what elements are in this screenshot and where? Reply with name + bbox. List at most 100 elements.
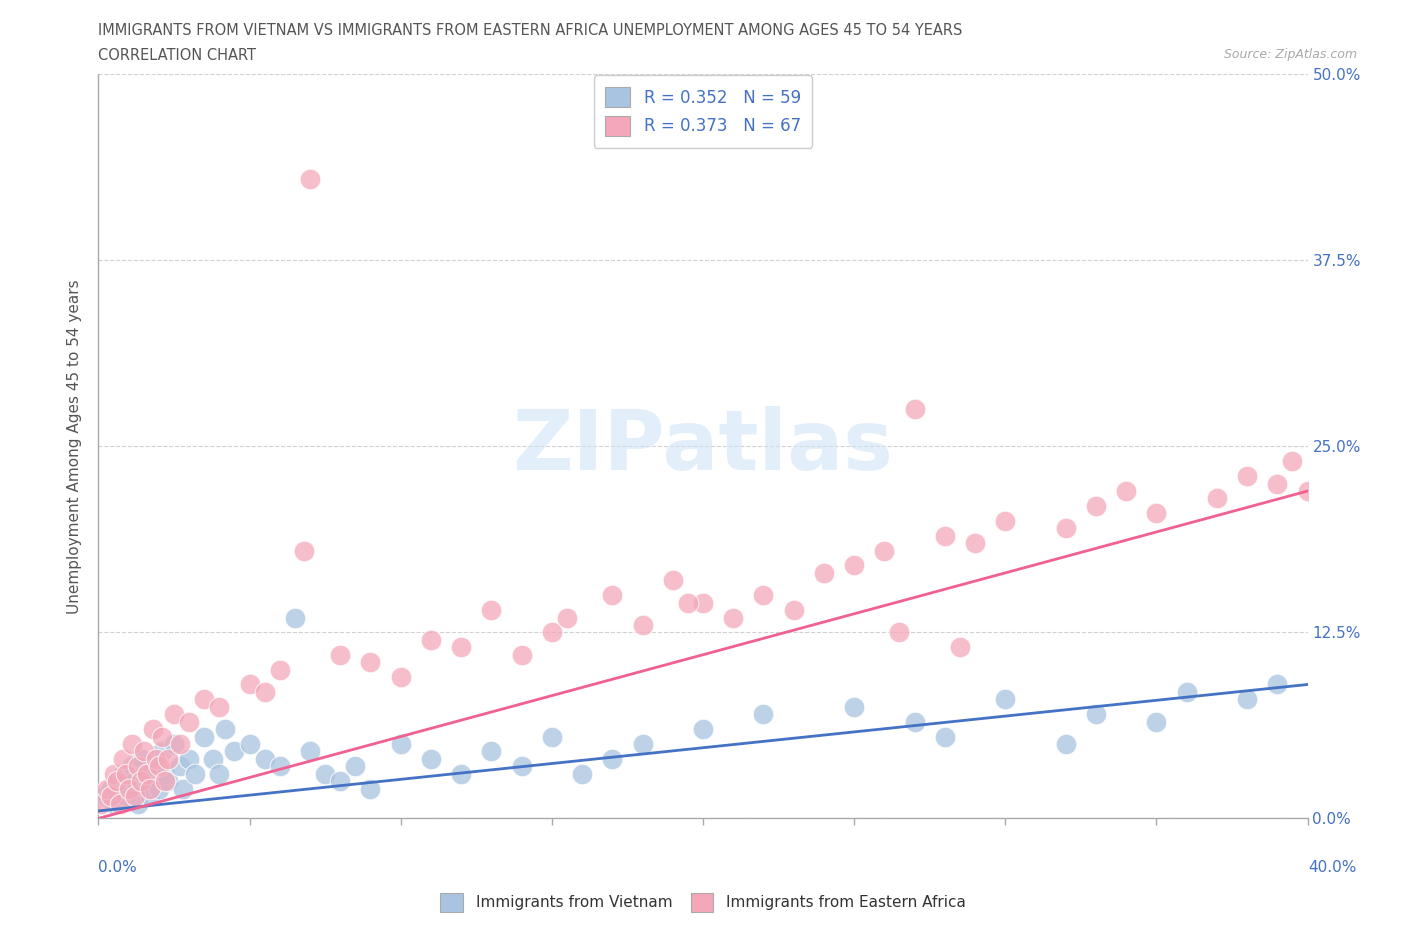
- Point: [129, 774, 152, 789]
- Point: [93, 789, 115, 804]
- Point: [132, 766, 155, 781]
- Point: [1236, 692, 1258, 707]
- Point: [148, 759, 170, 774]
- Point: [1206, 491, 1229, 506]
- Point: [224, 744, 246, 759]
- Point: [139, 781, 162, 796]
- Point: [253, 684, 276, 699]
- Text: IMMIGRANTS FROM VIETNAM VS IMMIGRANTS FROM EASTERN AFRICA UNEMPLOYMENT AMONG AGE: IMMIGRANTS FROM VIETNAM VS IMMIGRANTS FR…: [98, 23, 963, 38]
- Point: [661, 573, 683, 588]
- Text: 40.0%: 40.0%: [1309, 860, 1357, 875]
- Point: [253, 751, 276, 766]
- Point: [193, 692, 215, 707]
- Point: [179, 751, 201, 766]
- Point: [555, 610, 578, 625]
- Point: [934, 528, 956, 543]
- Point: [752, 588, 775, 603]
- Point: [1115, 484, 1137, 498]
- Point: [813, 565, 835, 580]
- Point: [121, 759, 143, 774]
- Point: [1085, 707, 1108, 722]
- Point: [135, 766, 157, 781]
- Point: [118, 781, 141, 796]
- Point: [135, 781, 157, 796]
- Point: [96, 781, 118, 796]
- Point: [1267, 476, 1289, 491]
- Point: [208, 766, 231, 781]
- Point: [540, 625, 562, 640]
- Point: [163, 737, 186, 751]
- Point: [389, 737, 412, 751]
- Point: [602, 751, 624, 766]
- Text: ZIPatlas: ZIPatlas: [513, 405, 893, 487]
- Text: CORRELATION CHART: CORRELATION CHART: [98, 48, 256, 63]
- Legend: R = 0.352   N = 59, R = 0.373   N = 67: R = 0.352 N = 59, R = 0.373 N = 67: [593, 75, 813, 148]
- Point: [602, 588, 624, 603]
- Point: [994, 692, 1017, 707]
- Point: [994, 513, 1017, 528]
- Point: [292, 543, 315, 558]
- Point: [127, 759, 149, 774]
- Text: 0.0%: 0.0%: [98, 860, 138, 875]
- Point: [202, 751, 225, 766]
- Point: [1146, 506, 1168, 521]
- Point: [873, 543, 896, 558]
- Point: [844, 558, 866, 573]
- Point: [239, 677, 262, 692]
- Point: [150, 729, 173, 744]
- Point: [329, 647, 352, 662]
- Point: [108, 796, 131, 811]
- Point: [153, 774, 176, 789]
- Point: [420, 751, 443, 766]
- Point: [103, 766, 125, 781]
- Point: [100, 781, 122, 796]
- Point: [1267, 677, 1289, 692]
- Point: [105, 774, 128, 789]
- Point: [540, 729, 562, 744]
- Point: [329, 774, 352, 789]
- Point: [420, 632, 443, 647]
- Point: [571, 766, 593, 781]
- Point: [1296, 484, 1319, 498]
- Point: [783, 603, 806, 618]
- Point: [111, 766, 134, 781]
- Point: [142, 722, 165, 737]
- Point: [124, 789, 146, 804]
- Point: [1236, 469, 1258, 484]
- Point: [90, 796, 112, 811]
- Point: [299, 744, 322, 759]
- Point: [269, 662, 291, 677]
- Point: [148, 781, 170, 796]
- Point: [121, 737, 143, 751]
- Point: [360, 781, 382, 796]
- Point: [169, 737, 191, 751]
- Point: [299, 171, 322, 186]
- Point: [1175, 684, 1198, 699]
- Point: [360, 655, 382, 670]
- Point: [344, 759, 367, 774]
- Point: [889, 625, 911, 640]
- Point: [510, 647, 533, 662]
- Y-axis label: Unemployment Among Ages 45 to 54 years: Unemployment Among Ages 45 to 54 years: [67, 279, 83, 614]
- Point: [450, 766, 472, 781]
- Point: [153, 766, 176, 781]
- Point: [150, 744, 173, 759]
- Point: [172, 781, 194, 796]
- Point: [111, 751, 134, 766]
- Point: [934, 729, 956, 744]
- Point: [389, 670, 412, 684]
- Point: [1085, 498, 1108, 513]
- Point: [631, 737, 654, 751]
- Point: [184, 766, 207, 781]
- Point: [114, 766, 136, 781]
- Point: [450, 640, 472, 655]
- Point: [239, 737, 262, 751]
- Point: [723, 610, 745, 625]
- Point: [124, 774, 146, 789]
- Point: [114, 789, 136, 804]
- Point: [193, 729, 215, 744]
- Point: [631, 618, 654, 632]
- Point: [1146, 714, 1168, 729]
- Point: [284, 610, 307, 625]
- Point: [127, 796, 149, 811]
